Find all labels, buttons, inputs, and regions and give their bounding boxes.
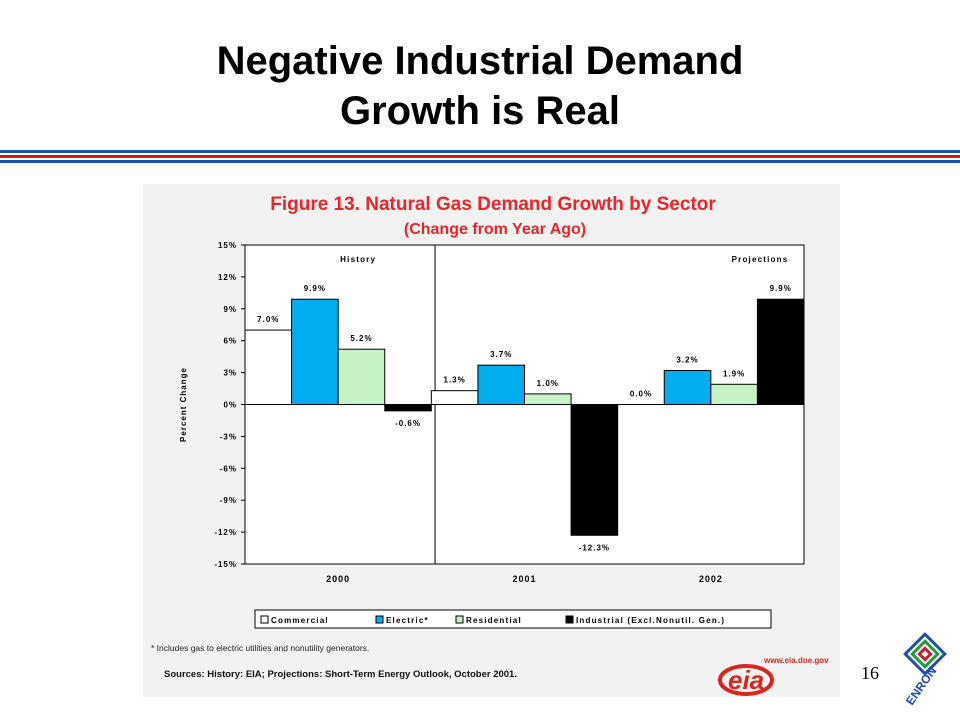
figure-subtitle: (Change from Year Ago) xyxy=(404,221,586,238)
eia-logo: www.eia.doe.gov eia xyxy=(718,656,829,696)
legend-swatch xyxy=(565,615,574,624)
bar-value-label: 1.9% xyxy=(723,369,745,378)
y-tick-label: -12% xyxy=(214,528,237,537)
legend-swatch xyxy=(375,615,384,624)
bar-value-label: 9.9% xyxy=(770,284,792,293)
y-tick-label: 9% xyxy=(223,305,237,314)
bar-electric xyxy=(291,298,339,405)
y-tick-label: 6% xyxy=(223,337,237,346)
bar-value-label: 1.3% xyxy=(444,376,466,385)
eia-wordmark: eia xyxy=(728,665,764,695)
bar-electric xyxy=(477,364,525,405)
bar-value-label: 3.2% xyxy=(676,355,698,364)
bar-electric xyxy=(663,369,712,405)
bar-value-label: 0.0% xyxy=(630,390,652,399)
bar-commercial xyxy=(430,390,479,405)
figure-title: Figure 13. Natural Gas Demand Growth by … xyxy=(270,194,716,215)
x-tick-label: 2001 xyxy=(512,574,536,584)
x-tick-label: 2002 xyxy=(699,574,723,584)
slide-title-line-2: Growth is Real xyxy=(339,89,621,133)
legend-label: Residential xyxy=(466,616,522,625)
legend-label: Electric* xyxy=(386,616,429,625)
bar-industrial xyxy=(384,404,432,412)
bar-value-label: 1.0% xyxy=(537,379,559,388)
chart-legend: Commercial Electric* Residential Industrial… xyxy=(254,609,772,629)
figure-footnote: * Includes gas to electric utilities and… xyxy=(151,643,369,653)
legend-swatch xyxy=(455,615,464,624)
bar-value-label: -12.3% xyxy=(579,543,610,552)
bar-residential xyxy=(337,348,386,405)
enron-logo-mark xyxy=(903,632,947,676)
bar-commercial xyxy=(244,329,293,405)
y-tick-label: 0% xyxy=(223,401,237,410)
x-tick-label: 2000 xyxy=(326,574,350,584)
enron-logo: ENRON xyxy=(903,632,947,708)
title-rule-blue-top xyxy=(0,150,960,153)
bar-industrial xyxy=(570,404,619,536)
legend-box xyxy=(254,609,772,629)
slide-title: Negative Industrial Demand Growth is Rea… xyxy=(0,36,960,136)
bar-industrial xyxy=(756,298,805,405)
bar-value-label: 3.7% xyxy=(490,350,512,359)
legend-label: Industrial (Excl.Nonutil. Gen.) xyxy=(576,616,725,625)
eia-logo-swoosh xyxy=(718,664,774,696)
bar-value-label: 7.0% xyxy=(257,315,279,324)
plot-area: 15% 12% 9% 6% 3% 0% -3% -6% -9% -12% -15% Percent C… xyxy=(179,241,805,584)
bar-residential xyxy=(710,383,758,405)
slide-title-line-1: Negative Industrial Demand xyxy=(216,39,744,83)
bar-value-label: -0.6% xyxy=(395,419,421,428)
y-tick-label: -3% xyxy=(220,432,237,441)
y-tick-label: -15% xyxy=(214,560,237,569)
bar-residential xyxy=(524,393,572,406)
chart: Figure 13. Natural Gas Demand Growth by … xyxy=(151,194,805,680)
legend-swatch xyxy=(260,615,269,624)
figure-sources: Sources: History: EIA; Projections: Shor… xyxy=(164,669,517,680)
y-tick-label: 12% xyxy=(218,273,237,282)
legend-label: Commercial xyxy=(271,616,329,625)
y-axis-label: Percent Change xyxy=(179,367,188,442)
y-tick-label: -9% xyxy=(220,496,237,505)
y-tick-label: 15% xyxy=(218,241,237,250)
title-rule-blue-bottom xyxy=(0,160,960,163)
title-rule-red xyxy=(0,155,960,158)
figure-panel: Figure 13. Natural Gas Demand Growth by … xyxy=(143,184,840,697)
bar-value-label: 9.9% xyxy=(304,284,326,293)
title-divider-rule xyxy=(0,150,960,163)
region-label-projections: Projections xyxy=(732,255,789,264)
bar-value-label: 5.2% xyxy=(350,334,372,343)
y-tick-label: -6% xyxy=(220,464,237,473)
y-tick-label: 3% xyxy=(223,369,237,378)
region-label-history: History xyxy=(340,255,376,264)
page-number: 16 xyxy=(861,663,879,683)
eia-url: www.eia.doe.gov xyxy=(763,656,829,665)
